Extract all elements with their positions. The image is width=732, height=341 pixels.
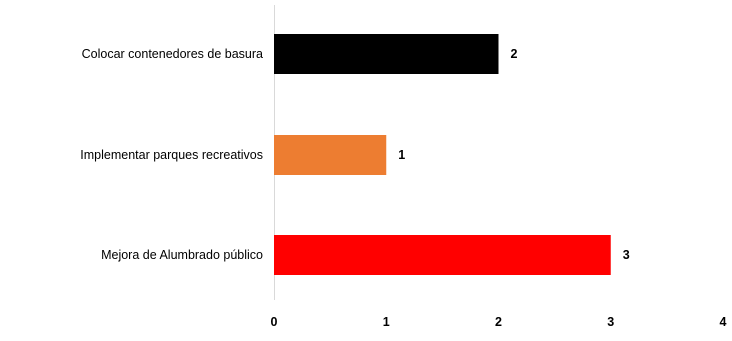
bar (274, 235, 611, 275)
data-label: 3 (623, 248, 630, 262)
data-label: 1 (398, 148, 405, 162)
bar (274, 135, 387, 175)
category-label: Implementar parques recreativos (80, 148, 263, 162)
bar (274, 34, 499, 74)
x-tick-label: 3 (607, 315, 614, 329)
x-tick-label: 2 (495, 315, 502, 329)
x-tick-label: 4 (720, 315, 727, 329)
data-label: 2 (511, 47, 518, 61)
x-tick-label: 0 (271, 315, 278, 329)
x-tick-label: 1 (383, 315, 390, 329)
category-label: Mejora de Alumbrado público (101, 248, 263, 262)
category-label: Colocar contenedores de basura (82, 47, 263, 61)
